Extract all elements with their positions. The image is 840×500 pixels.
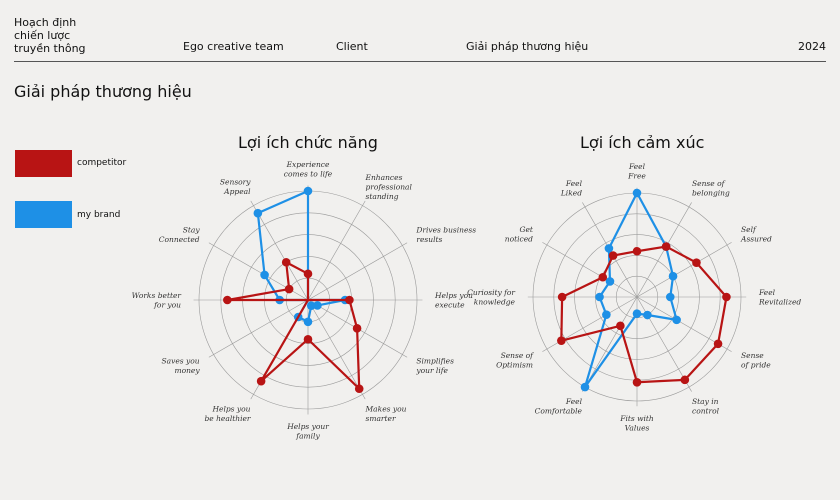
axis-label-line: Makes you <box>365 404 407 413</box>
axis-label-line: Works better <box>132 291 182 300</box>
axis-label-line: Helps you <box>212 404 251 413</box>
axis-label: Drives business results <box>415 226 476 245</box>
data-point <box>303 269 313 279</box>
axis-label: Makes you smarter <box>365 404 407 423</box>
axis-label-line: money <box>174 366 200 375</box>
data-point <box>303 334 313 344</box>
axis-label-line: Helps your <box>286 422 329 431</box>
data-point <box>223 295 232 305</box>
axis-label-line: Enhances <box>365 173 403 182</box>
data-point <box>306 301 316 310</box>
axis-label-line: Drives business <box>415 226 476 235</box>
axis-label: Saves you money <box>162 357 201 376</box>
header-divider <box>14 61 826 62</box>
axis-spoke <box>307 200 366 301</box>
axis-label-line: professional <box>366 183 413 192</box>
axis-label: Sensory Appeal <box>220 178 251 197</box>
axis-label: Helps you execute <box>434 291 473 310</box>
series-line <box>256 189 347 323</box>
nav-item-brand-solution[interactable]: Giải pháp thương hiệu <box>466 40 589 53</box>
legend-label-competitor: competitor <box>77 158 127 168</box>
brand-line: truyền thông <box>14 42 86 55</box>
chart-title-functional: Lợi ích chức năng <box>238 133 378 152</box>
axis-label-line: family <box>295 432 320 441</box>
brand-line: chiến lược <box>14 29 71 42</box>
data-point <box>303 186 313 196</box>
axis-label-line: Sensory <box>220 178 251 187</box>
axis-label-line: be healthier <box>204 414 250 423</box>
data-point <box>352 324 362 333</box>
axis-label-line: your life <box>415 366 448 375</box>
series-my-brand <box>253 186 350 327</box>
data-point <box>281 257 291 267</box>
data-point <box>313 301 322 310</box>
axis-label-line: comes to life <box>284 170 333 179</box>
data-point <box>284 284 294 294</box>
legend-swatch-competitor <box>15 150 72 177</box>
nav-item-team[interactable]: Ego creative team <box>183 40 284 53</box>
axis-label-line: standing <box>366 192 399 201</box>
axis-label-line: Helps you <box>434 291 473 300</box>
axis-label-line: for you <box>153 301 181 310</box>
axis-label: Stay Connected <box>159 226 201 245</box>
legend-label-my-brand: my brand <box>77 210 121 220</box>
axis-spoke <box>250 200 309 301</box>
data-point <box>303 317 313 327</box>
series-competitor <box>223 257 364 394</box>
axis-label-line: Connected <box>159 235 200 244</box>
data-point <box>354 384 364 394</box>
axis-label-line: Simplifies <box>416 357 454 366</box>
legend-swatch-my-brand <box>15 201 72 228</box>
axis-spoke <box>208 242 309 301</box>
nav-item-client[interactable]: Client <box>336 40 368 53</box>
axis-label-line: execute <box>435 301 465 310</box>
year-label: 2024 <box>798 40 826 53</box>
axis-label-line: smarter <box>366 414 396 423</box>
chart-title-emotional: Lợi ích cảm xúc <box>580 133 705 152</box>
axis-label-line: Appeal <box>223 187 251 196</box>
axis-label-line: results <box>416 235 442 244</box>
brand-title: Hoạch định chiến lược truyền thông <box>14 16 104 55</box>
axis-label: Experience comes to life <box>284 160 333 179</box>
axis-label: Simplifies your life <box>415 357 454 376</box>
brand-line: Hoạch định <box>14 16 77 29</box>
data-point <box>260 270 269 280</box>
axis-spoke <box>208 299 309 358</box>
axis-spoke <box>307 242 408 301</box>
data-point <box>256 376 266 386</box>
axis-label: Works better for you <box>132 291 182 310</box>
axis-label-line: Saves you <box>162 357 200 366</box>
page-title: Giải pháp thương hiệu <box>14 82 192 101</box>
axis-label: Helps your family <box>286 422 329 441</box>
data-point <box>345 295 354 305</box>
header: Hoạch định chiến lược truyền thông Ego c… <box>14 14 826 60</box>
data-point <box>253 208 263 218</box>
axis-spoke <box>307 299 366 400</box>
axis-label-line: Stay <box>183 226 201 235</box>
series-line <box>226 261 361 390</box>
axis-label: Enhances professional standing <box>365 173 413 201</box>
axis-label: Helps you be healthier <box>204 404 250 423</box>
axis-label-line: Experience <box>286 160 330 169</box>
